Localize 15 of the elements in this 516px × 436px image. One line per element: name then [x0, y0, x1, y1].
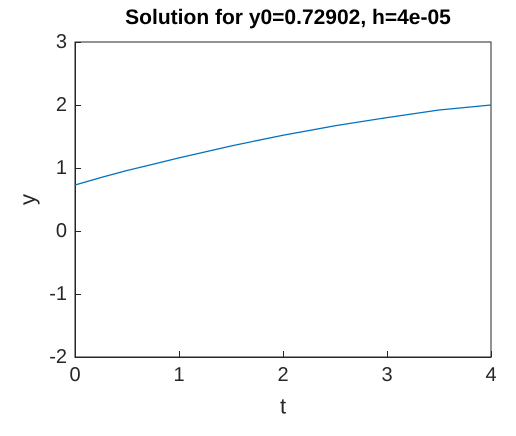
line-series — [74, 104, 492, 186]
x-tick-label: 4 — [485, 364, 497, 386]
x-axis-title: t — [280, 394, 286, 418]
y-tick-label: 0 — [56, 220, 67, 242]
chart-title: Solution for y0=0.72902, h=4e-05 — [125, 6, 452, 29]
x-tick-label: 3 — [381, 364, 393, 386]
x-tick-label: 0 — [69, 364, 81, 386]
y-axis-title: y — [14, 194, 40, 205]
y-tick-label: -1 — [49, 283, 67, 305]
y-tick-label: 2 — [56, 94, 67, 116]
x-tick-label: 1 — [173, 364, 185, 386]
x-tick-label: 2 — [277, 364, 289, 386]
y-tick-label: 1 — [56, 157, 67, 179]
y-tick-label: 3 — [56, 31, 67, 53]
y-tick-label: -2 — [49, 346, 67, 368]
